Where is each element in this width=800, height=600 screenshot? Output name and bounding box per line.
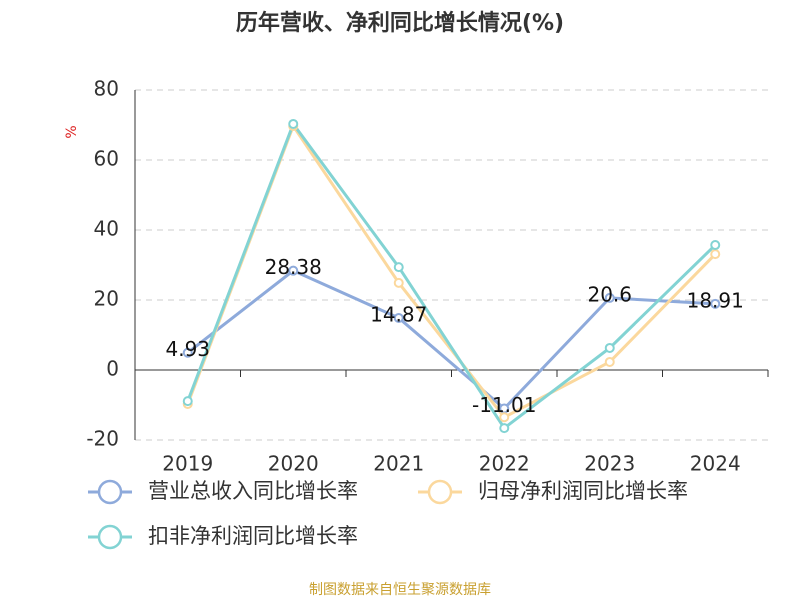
data-point (604, 356, 615, 367)
x-tick-label: 2023 (584, 452, 635, 476)
x-tick-label: 2020 (268, 452, 319, 476)
data-point (499, 423, 510, 434)
data-point (604, 292, 615, 303)
data-point (393, 262, 404, 273)
legend-marker (97, 524, 123, 550)
data-point (499, 412, 510, 423)
data-point (288, 265, 299, 276)
y-tick-label: 0 (106, 357, 119, 381)
data-label: 14.87 (370, 302, 427, 326)
legend-label: 扣非净利润同比增长率 (148, 524, 358, 548)
data-point (288, 118, 299, 129)
y-tick-label: 60 (94, 147, 119, 171)
y-tick-label: 40 (94, 217, 119, 241)
x-tick-label: 2024 (690, 452, 741, 476)
y-tick-label: 20 (94, 287, 119, 311)
legend-marker (97, 479, 123, 505)
series-line (186, 120, 717, 431)
data-point (182, 396, 193, 407)
y-tick-label: 80 (94, 77, 119, 101)
data-point (710, 298, 721, 309)
y-tick-label: -20 (86, 427, 119, 451)
x-tick-label: 2019 (162, 452, 213, 476)
data-point (393, 277, 404, 288)
data-point (393, 312, 404, 323)
series-line (186, 268, 716, 411)
data-point (182, 347, 193, 358)
data-point (710, 249, 721, 260)
data-label: 4.93 (165, 337, 210, 361)
legend-marker (427, 479, 453, 505)
x-tick-label: 2022 (479, 452, 530, 476)
data-point (710, 240, 721, 251)
source-note: 制图数据来自恒生聚源数据库 (309, 582, 491, 598)
data-label: 28.38 (265, 255, 322, 279)
data-label: -11.01 (472, 393, 536, 417)
legend-label: 归母净利润同比增长率 (478, 479, 688, 503)
data-label: 20.6 (587, 282, 632, 306)
data-point (604, 342, 615, 353)
legend-label: 营业总收入同比增长率 (148, 479, 358, 503)
y-axis-label: % (64, 125, 80, 138)
x-tick-label: 2021 (373, 452, 424, 476)
chart-title: 历年营收、净利同比增长情况(%) (236, 10, 564, 36)
data-label: 18.91 (687, 288, 744, 312)
